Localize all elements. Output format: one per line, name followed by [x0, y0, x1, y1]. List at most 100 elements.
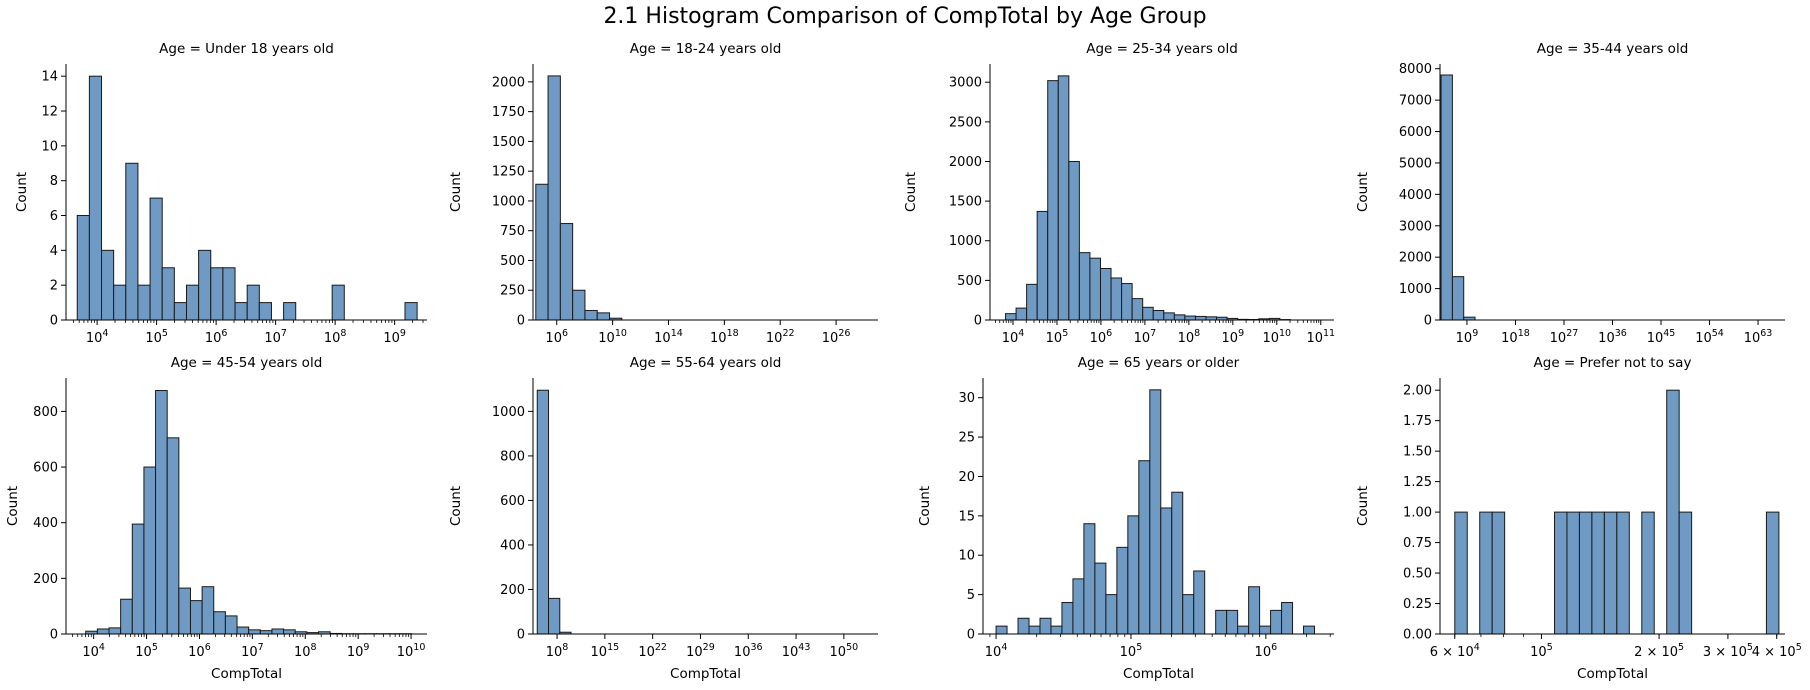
histogram-bar: [1152, 309, 1165, 321]
panel-title: Age = 65 years or older: [1078, 355, 1240, 371]
histogram-bar: [1149, 389, 1162, 635]
x-tick-label: 104: [1002, 328, 1025, 346]
histogram-bar: [125, 162, 139, 321]
histogram-bar: [155, 390, 168, 635]
y-axis-label: Count: [14, 172, 30, 212]
y-tick-label: 10: [41, 139, 58, 154]
x-tick-label: 1054: [1695, 328, 1724, 346]
histogram-bar: [201, 586, 215, 635]
histogram-panel: 0 2 4 6 8 10 12 14 104 105 106 107 108 109 Age = Under…: [14, 41, 427, 346]
x-tick-label: 3 × 105: [1703, 642, 1753, 660]
histogram-bar: [1039, 617, 1052, 635]
histogram-bar: [1142, 306, 1154, 321]
histogram-bar: [185, 284, 200, 321]
histogram-bar: [213, 611, 226, 635]
y-tick-label: 1000: [492, 405, 525, 420]
histogram-bar: [101, 249, 115, 321]
x-tick-label: 104: [985, 642, 1008, 660]
histogram-bar: [1094, 562, 1107, 635]
x-tick-label: 105: [1530, 642, 1553, 660]
histogram-bar: [137, 284, 151, 321]
histogram-bar: [1237, 625, 1250, 635]
histogram-bar: [1451, 276, 1465, 321]
y-tick-label: 6000: [1399, 125, 1432, 140]
histogram-bar: [1083, 523, 1096, 635]
x-tick-label: 6 × 104: [1430, 642, 1480, 660]
histogram-bar: [1099, 267, 1112, 321]
y-tick-label: 200: [500, 583, 525, 598]
y-tick-label: 20: [958, 470, 975, 485]
y-tick-label: 1500: [949, 195, 982, 210]
histogram-bar: [222, 267, 236, 321]
y-tick-label: 0.00: [1403, 628, 1432, 643]
histogram-bar: [1017, 617, 1030, 635]
x-tick-label: 104: [86, 328, 109, 346]
x-tick-label: 1050: [830, 642, 859, 660]
histogram-bar: [1050, 625, 1063, 635]
histogram-bar: [1171, 491, 1184, 635]
histogram-bar: [198, 249, 212, 321]
histogram-bar: [1057, 75, 1070, 321]
y-tick-label: 0: [517, 314, 525, 329]
histogram-bar: [1131, 298, 1144, 321]
panel-title: Age = Prefer not to say: [1534, 355, 1692, 371]
y-tick-label: 2: [50, 279, 58, 294]
histogram-bar: [234, 302, 248, 321]
histogram-bar: [535, 183, 549, 321]
y-axis-label: Count: [1355, 172, 1371, 212]
histogram-bar: [1163, 312, 1175, 321]
histogram-bar: [1491, 511, 1506, 635]
x-tick-label: 105: [1046, 328, 1069, 346]
x-tick-label: 107: [264, 328, 287, 346]
histogram-bar: [271, 628, 285, 635]
histogram-bar: [1603, 511, 1618, 635]
histogram-bar: [1068, 160, 1080, 321]
y-tick-label: 400: [500, 538, 525, 553]
histogram-bar: [1193, 570, 1206, 635]
x-tick-label: 1010: [598, 328, 627, 346]
y-tick-label: 500: [957, 274, 982, 289]
x-tick-label: 4 × 105: [1752, 642, 1802, 660]
histogram-bar: [1110, 277, 1123, 321]
y-tick-label: 0: [50, 628, 58, 643]
y-tick-label: 2000: [492, 75, 525, 90]
x-tick-label: 1027: [1550, 328, 1579, 346]
y-tick-label: 800: [500, 449, 525, 464]
histogram-bar: [178, 587, 191, 635]
histogram-bar: [248, 629, 261, 635]
x-tick-label: 107: [241, 642, 264, 660]
x-tick-label: 108: [1178, 328, 1201, 346]
histogram-bar: [1270, 609, 1283, 635]
x-tick-label: 1018: [1501, 328, 1530, 346]
x-tick-label: 106: [1255, 642, 1278, 660]
y-tick-label: 30: [958, 391, 975, 406]
x-tick-label: 1029: [686, 642, 715, 660]
histogram-bar: [1554, 511, 1568, 635]
histogram-bar: [1248, 586, 1261, 635]
histogram-bar: [259, 630, 273, 635]
histogram-bar: [1116, 546, 1129, 635]
y-tick-label: 15: [958, 509, 975, 524]
panel-title: Age = 45-54 years old: [171, 355, 323, 371]
y-tick-label: 0: [50, 314, 58, 329]
panel-title: Age = 35-44 years old: [1537, 41, 1689, 57]
y-tick-label: 12: [41, 105, 58, 120]
x-tick-label: 106: [1090, 328, 1113, 346]
y-tick-label: 800: [33, 405, 58, 420]
histogram-bar: [1479, 511, 1493, 635]
x-tick-label: 1022: [638, 642, 667, 660]
y-tick-label: 1000: [492, 194, 525, 209]
y-tick-label: 1750: [492, 105, 525, 120]
histogram-panel: 0 200 400 600 800 104 105 106 107 108 109 1010 Age =…: [5, 355, 427, 682]
x-tick-label: 1063: [1744, 328, 1773, 346]
y-tick-label: 750: [500, 224, 525, 239]
y-tick-label: 2000: [1399, 251, 1432, 266]
x-tick-label: 106: [188, 642, 211, 660]
x-tick-label: 105: [145, 328, 168, 346]
y-axis-label: Count: [5, 486, 21, 526]
histogram-panel: 0 250 500 750 1000 1250 1500 1750 2000 106 1010 101…: [448, 41, 878, 346]
x-tick-label: 1010: [397, 642, 426, 660]
histogram-bar: [1303, 625, 1316, 635]
x-tick-label: 109: [1222, 328, 1245, 346]
histogram-bar: [283, 629, 296, 635]
